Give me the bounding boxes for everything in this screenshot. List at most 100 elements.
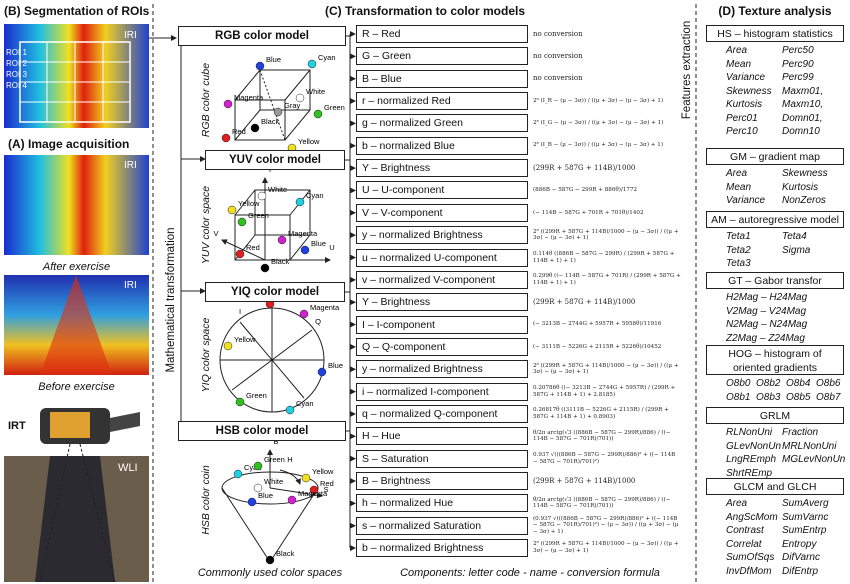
axis bbox=[279, 469, 301, 485]
component-box: g – normalized Green bbox=[356, 114, 528, 133]
point-label: Magenta bbox=[234, 93, 264, 102]
component-box: b – normalized Brightness bbox=[356, 539, 528, 558]
point-label: Blue bbox=[266, 55, 281, 64]
model-box: YUV color model bbox=[205, 150, 345, 170]
caption: After exercise bbox=[42, 261, 111, 273]
axis bbox=[231, 329, 313, 391]
cube-edges bbox=[234, 69, 311, 141]
model-box: RGB color model bbox=[178, 26, 346, 46]
formula: no conversion bbox=[533, 52, 583, 61]
panel-title: (B) Segmentation of ROIs bbox=[4, 4, 150, 18]
group-title: HOG – histogram of oriented gradients bbox=[706, 345, 844, 375]
color-point bbox=[300, 245, 310, 255]
point-label: Red bbox=[320, 479, 334, 488]
feature-name: O8b0 bbox=[726, 378, 751, 389]
group-title: GT – Gabor transfor bbox=[706, 272, 844, 289]
feature-name: Correlat bbox=[726, 538, 762, 550]
component-box: V – V-component bbox=[356, 203, 528, 222]
camera bbox=[50, 412, 90, 438]
space-label: HSB color coin bbox=[200, 465, 212, 535]
formula: 0.937 √(((886B − 587G − 299R)/886)² + ((… bbox=[533, 452, 676, 465]
hsb-coin bbox=[221, 449, 323, 563]
formula: 2⁸ (I_G − (μ − 3σ)) / ((μ + 3σ) − (μ − 3… bbox=[533, 120, 664, 127]
axis bbox=[269, 487, 323, 499]
point-label: Cyan bbox=[244, 463, 262, 472]
feature-name: DifVarnc bbox=[782, 552, 820, 563]
caption: Components: letter code - name - convers… bbox=[400, 567, 660, 579]
point-label: Yellow bbox=[238, 199, 260, 208]
feature-name: Domn10 bbox=[782, 126, 820, 137]
formula: 0.20786θ ((− 3213B − 2744G + 5957R) / (2… bbox=[533, 385, 676, 398]
side-label: Mathematical transformation bbox=[165, 227, 177, 373]
point-label: V bbox=[213, 229, 218, 238]
color-point bbox=[235, 249, 245, 259]
space-label: RGB color cube bbox=[200, 62, 212, 138]
color-point bbox=[233, 469, 243, 479]
panel-title: (C) Transformation to color models bbox=[324, 4, 525, 18]
point-label: Magenta bbox=[288, 229, 318, 238]
point-label: Green bbox=[248, 211, 269, 220]
panel-title: (A) Image acquisition bbox=[8, 137, 130, 151]
group-title: GLCM and GLCH bbox=[706, 478, 844, 495]
formula: (− 114B − 587G + 701R + 701θ)/1402 bbox=[533, 209, 644, 216]
formula: 2⁸ (I_R − (μ − 3σ)) / ((μ + 3σ) − (μ − 3… bbox=[533, 97, 664, 104]
feature-name: InvDfMom bbox=[726, 565, 772, 577]
model-box: HSB color model bbox=[178, 421, 346, 441]
component-box: s – normalized Saturation bbox=[356, 516, 528, 535]
formula: 2⁸ ((299R + 587G + 114B)/1000 − (μ − 3σ)… bbox=[533, 362, 679, 376]
feature-name: Kurtosis bbox=[782, 181, 819, 193]
point-label: Red bbox=[246, 243, 260, 252]
formula: 0.299θ ((− 114B − 587G + 701R) / (299R +… bbox=[533, 273, 681, 286]
feature-name: Teta2 bbox=[726, 244, 751, 256]
formula: (299R + 587G + 114B)/1000 bbox=[533, 476, 636, 485]
point-label: Gray bbox=[284, 101, 301, 110]
point-label: Black bbox=[276, 549, 295, 558]
component-box: r – normalized Red bbox=[356, 92, 528, 111]
component-box: R – Red bbox=[356, 25, 528, 43]
formula: (− 3213B − 2744G + 5957R + 5958θ)/11916 bbox=[533, 321, 662, 328]
point-label: Green bbox=[264, 455, 285, 464]
component-box: Q – Q-component bbox=[356, 337, 528, 356]
roi-label: ROI 1 bbox=[6, 48, 27, 57]
feature-name: Skewness bbox=[782, 168, 828, 179]
photo-image bbox=[35, 456, 115, 582]
component-box: y – normalized Brightness bbox=[356, 360, 528, 379]
image-label: WLI bbox=[118, 462, 138, 474]
group-title: GM – gradient map bbox=[706, 148, 844, 165]
feature-name: SumOfSqs bbox=[726, 552, 775, 563]
space-label: YIQ color space bbox=[200, 317, 212, 393]
point-label: White bbox=[264, 477, 283, 486]
feature-name: MRLNonUni bbox=[782, 440, 837, 452]
color-point bbox=[313, 109, 323, 119]
formula: (− 3111B − 5226G + 2115R + 5226θ)/10452 bbox=[533, 343, 662, 350]
feature-name: MGLevNonUn bbox=[782, 454, 846, 465]
formula: (299R + 587G + 114B)/1000 bbox=[533, 297, 636, 306]
camera bbox=[110, 412, 140, 432]
component-box: G – Green bbox=[356, 47, 528, 66]
color-point bbox=[317, 367, 327, 377]
group-title: HS – histogram statistics bbox=[706, 25, 844, 42]
formula: no conversion bbox=[533, 29, 583, 38]
image-label: IRI bbox=[124, 30, 137, 41]
component-box: u – normalized U-component bbox=[356, 248, 528, 267]
formula: 2⁸ (I_B − (μ − 3σ)) / ((μ + 3σ) − (μ − 3… bbox=[533, 142, 664, 149]
component-box: H – Hue bbox=[356, 427, 528, 446]
feature-name: NonZeros bbox=[782, 195, 826, 206]
view-line bbox=[39, 443, 71, 583]
color-point bbox=[237, 217, 247, 227]
feature-name: RLNonUni bbox=[726, 427, 773, 438]
point-label: S bbox=[323, 485, 328, 494]
feature-name: O8b6 bbox=[816, 378, 841, 389]
color-point bbox=[255, 61, 265, 71]
feature-name: Mean bbox=[726, 58, 752, 70]
color-point bbox=[265, 555, 275, 565]
color-point bbox=[307, 59, 317, 69]
color-point bbox=[223, 99, 233, 109]
panel-title: (D) Texture analysis bbox=[718, 4, 832, 18]
point-label: I bbox=[239, 307, 241, 316]
point-label: Blue bbox=[258, 491, 273, 500]
feature-name: V2Mag – V24Mag bbox=[726, 305, 807, 317]
point-label: Cyan bbox=[306, 191, 324, 200]
thermal-image bbox=[40, 275, 112, 375]
